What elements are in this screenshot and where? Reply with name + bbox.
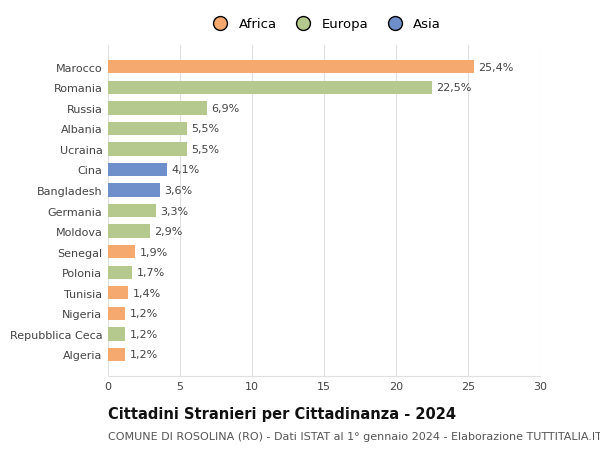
- Bar: [108, 61, 474, 74]
- Bar: [108, 123, 187, 136]
- Bar: [108, 246, 136, 259]
- Text: 1,7%: 1,7%: [137, 268, 165, 278]
- Text: 6,9%: 6,9%: [212, 104, 240, 113]
- Bar: [108, 184, 160, 197]
- Bar: [108, 163, 167, 177]
- Bar: [108, 328, 125, 341]
- Text: 1,2%: 1,2%: [130, 309, 158, 319]
- Text: Cittadini Stranieri per Cittadinanza - 2024: Cittadini Stranieri per Cittadinanza - 2…: [108, 406, 456, 421]
- Legend: Africa, Europa, Asia: Africa, Europa, Asia: [202, 13, 446, 36]
- Text: 2,9%: 2,9%: [154, 227, 182, 237]
- Bar: [108, 204, 155, 218]
- Text: 3,6%: 3,6%: [164, 185, 192, 196]
- Text: 22,5%: 22,5%: [436, 83, 472, 93]
- Bar: [108, 286, 128, 300]
- Bar: [108, 348, 125, 361]
- Text: COMUNE DI ROSOLINA (RO) - Dati ISTAT al 1° gennaio 2024 - Elaborazione TUTTITALI: COMUNE DI ROSOLINA (RO) - Dati ISTAT al …: [108, 431, 600, 442]
- Bar: [108, 143, 187, 156]
- Text: 5,5%: 5,5%: [191, 145, 220, 155]
- Text: 3,3%: 3,3%: [160, 206, 188, 216]
- Text: 1,9%: 1,9%: [140, 247, 168, 257]
- Text: 5,5%: 5,5%: [191, 124, 220, 134]
- Bar: [108, 307, 125, 320]
- Text: 4,1%: 4,1%: [172, 165, 200, 175]
- Text: 25,4%: 25,4%: [478, 62, 514, 73]
- Bar: [108, 81, 432, 95]
- Bar: [108, 225, 150, 238]
- Bar: [108, 266, 133, 280]
- Text: 1,4%: 1,4%: [133, 288, 161, 298]
- Text: 1,2%: 1,2%: [130, 329, 158, 339]
- Text: 1,2%: 1,2%: [130, 350, 158, 360]
- Bar: [108, 102, 208, 115]
